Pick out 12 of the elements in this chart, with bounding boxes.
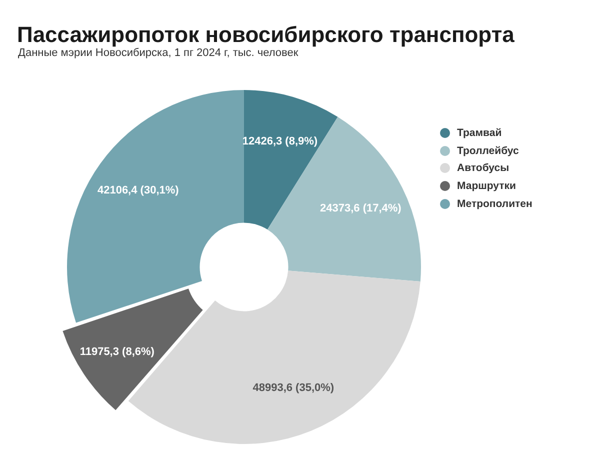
data-label: 48993,6 (35,0%)	[252, 382, 334, 394]
legend-label: Маршрутки	[457, 180, 516, 192]
legend-label: Автобусы	[457, 162, 510, 174]
legend-label: Трамвай	[457, 126, 502, 139]
data-label: 42106,4 (30,1%)	[97, 184, 180, 197]
legend-label: Троллейбус	[457, 144, 519, 157]
data-label: 11975,3 (8,6%)	[80, 346, 155, 358]
chart-title: Пассажиропоток новосибирского транспорта	[17, 22, 514, 48]
legend-label: Метрополитен	[457, 198, 532, 210]
data-label: 24373,6 (17,4%)	[320, 202, 402, 214]
chart-subtitle: Данные мэрии Новосибирска, 1 пг 2024 г, тыс. человек	[18, 47, 298, 59]
data-label: 12426,3 (8,9%)	[242, 136, 318, 148]
